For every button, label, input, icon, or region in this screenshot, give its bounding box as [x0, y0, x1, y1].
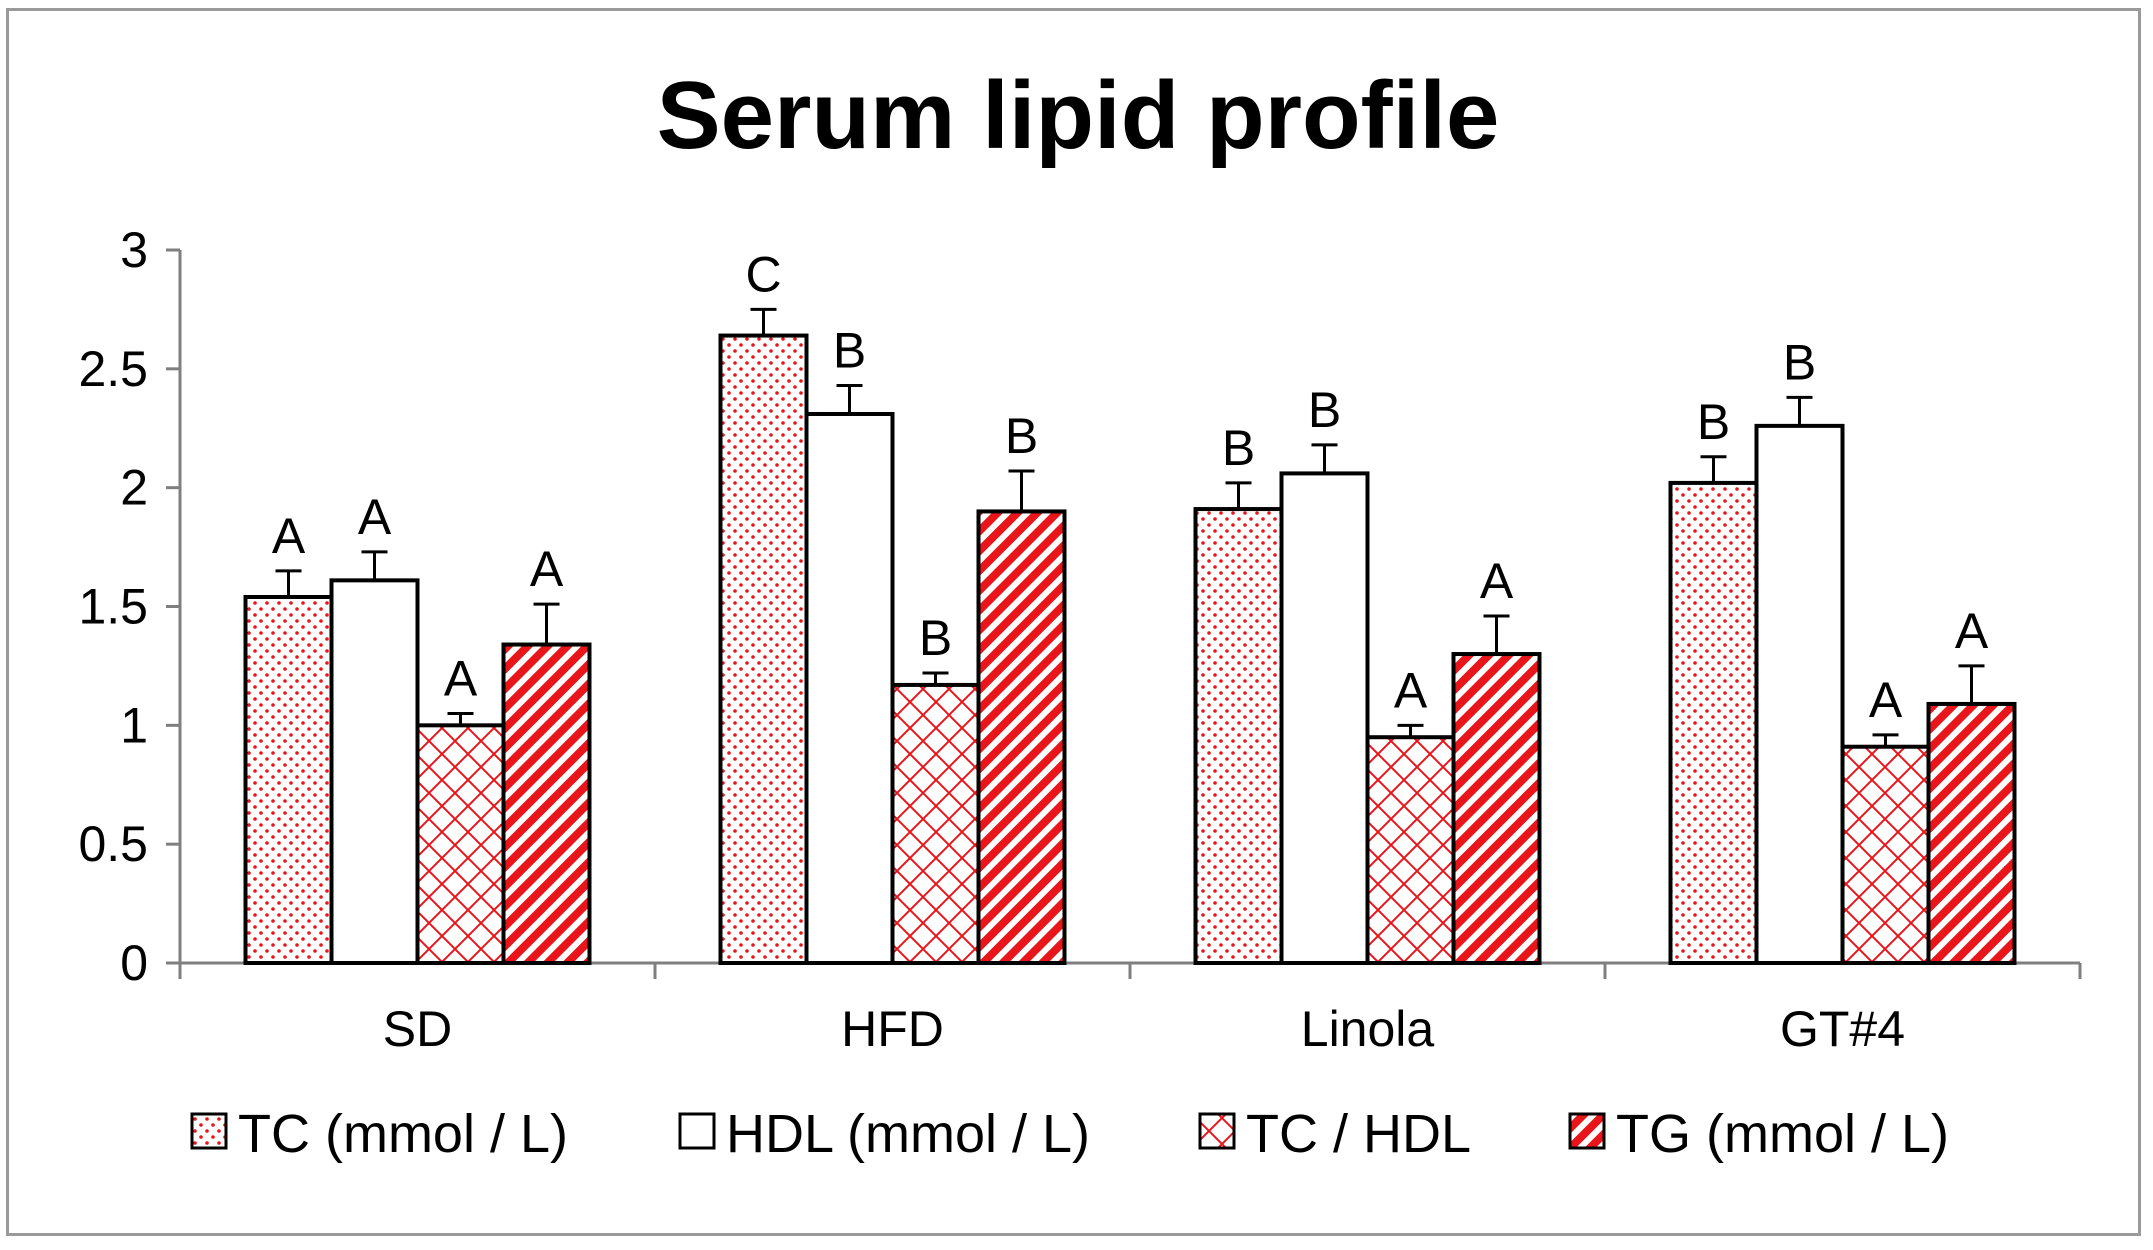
x-category-label: SD [383, 1001, 452, 1057]
significance-label: B [833, 322, 866, 378]
legend-entry: TG (mmol / L) [1616, 1104, 1949, 1164]
y-tick-label: 1.5 [78, 579, 148, 635]
bar [718, 333, 809, 965]
bar [243, 594, 334, 965]
y-tick-label: 2.5 [78, 341, 148, 397]
y-tick-label: 1 [120, 697, 148, 753]
bar [1193, 507, 1284, 965]
significance-label: A [1480, 553, 1514, 609]
significance-label: A [1955, 603, 1989, 659]
significance-label: B [1222, 420, 1255, 476]
bar [501, 642, 592, 965]
y-tick-label: 0 [120, 935, 148, 991]
bar [1840, 744, 1931, 965]
bar [1926, 701, 2017, 966]
significance-label: A [444, 650, 478, 706]
bar [1279, 471, 1370, 965]
significance-label: C [745, 246, 781, 302]
legend: TC (mmol / L) HDL (mmol / L) TC / HDL TG (m… [190, 1104, 1949, 1164]
significance-label: A [1394, 662, 1428, 718]
significance-label: B [1308, 382, 1341, 438]
significance-label: B [1783, 334, 1816, 390]
significance-label: A [530, 541, 564, 597]
legend-swatch [1198, 1112, 1236, 1150]
legend-swatch [1568, 1112, 1606, 1150]
y-tick-label: 2 [120, 460, 148, 516]
y-tick-label: 0.5 [78, 816, 148, 872]
x-category-label: HFD [841, 1001, 944, 1057]
legend-entry: TC / HDL [1246, 1104, 1471, 1164]
chart-title: Serum lipid profile [657, 62, 1500, 169]
bar [1754, 423, 1845, 965]
bar [329, 578, 420, 966]
bar [804, 411, 895, 965]
bar [1668, 480, 1759, 965]
legend-swatch [678, 1112, 716, 1150]
bar [976, 509, 1067, 965]
significance-label: A [1869, 672, 1903, 728]
bar [1365, 735, 1456, 966]
significance-label: B [1697, 394, 1730, 450]
legend-entry: HDL (mmol / L) [726, 1104, 1090, 1164]
bar [890, 682, 981, 965]
significance-label: B [919, 610, 952, 666]
bar [1451, 652, 1542, 965]
legend-entry: TC (mmol / L) [238, 1104, 568, 1164]
x-category-label: Linola [1301, 1001, 1435, 1057]
legend-swatch [190, 1112, 228, 1150]
bar [415, 723, 506, 965]
significance-label: B [1005, 408, 1038, 464]
x-category-label: GT#4 [1780, 1001, 1905, 1057]
significance-label: A [272, 508, 306, 564]
significance-label: A [358, 489, 392, 545]
y-tick-label: 3 [120, 222, 148, 278]
